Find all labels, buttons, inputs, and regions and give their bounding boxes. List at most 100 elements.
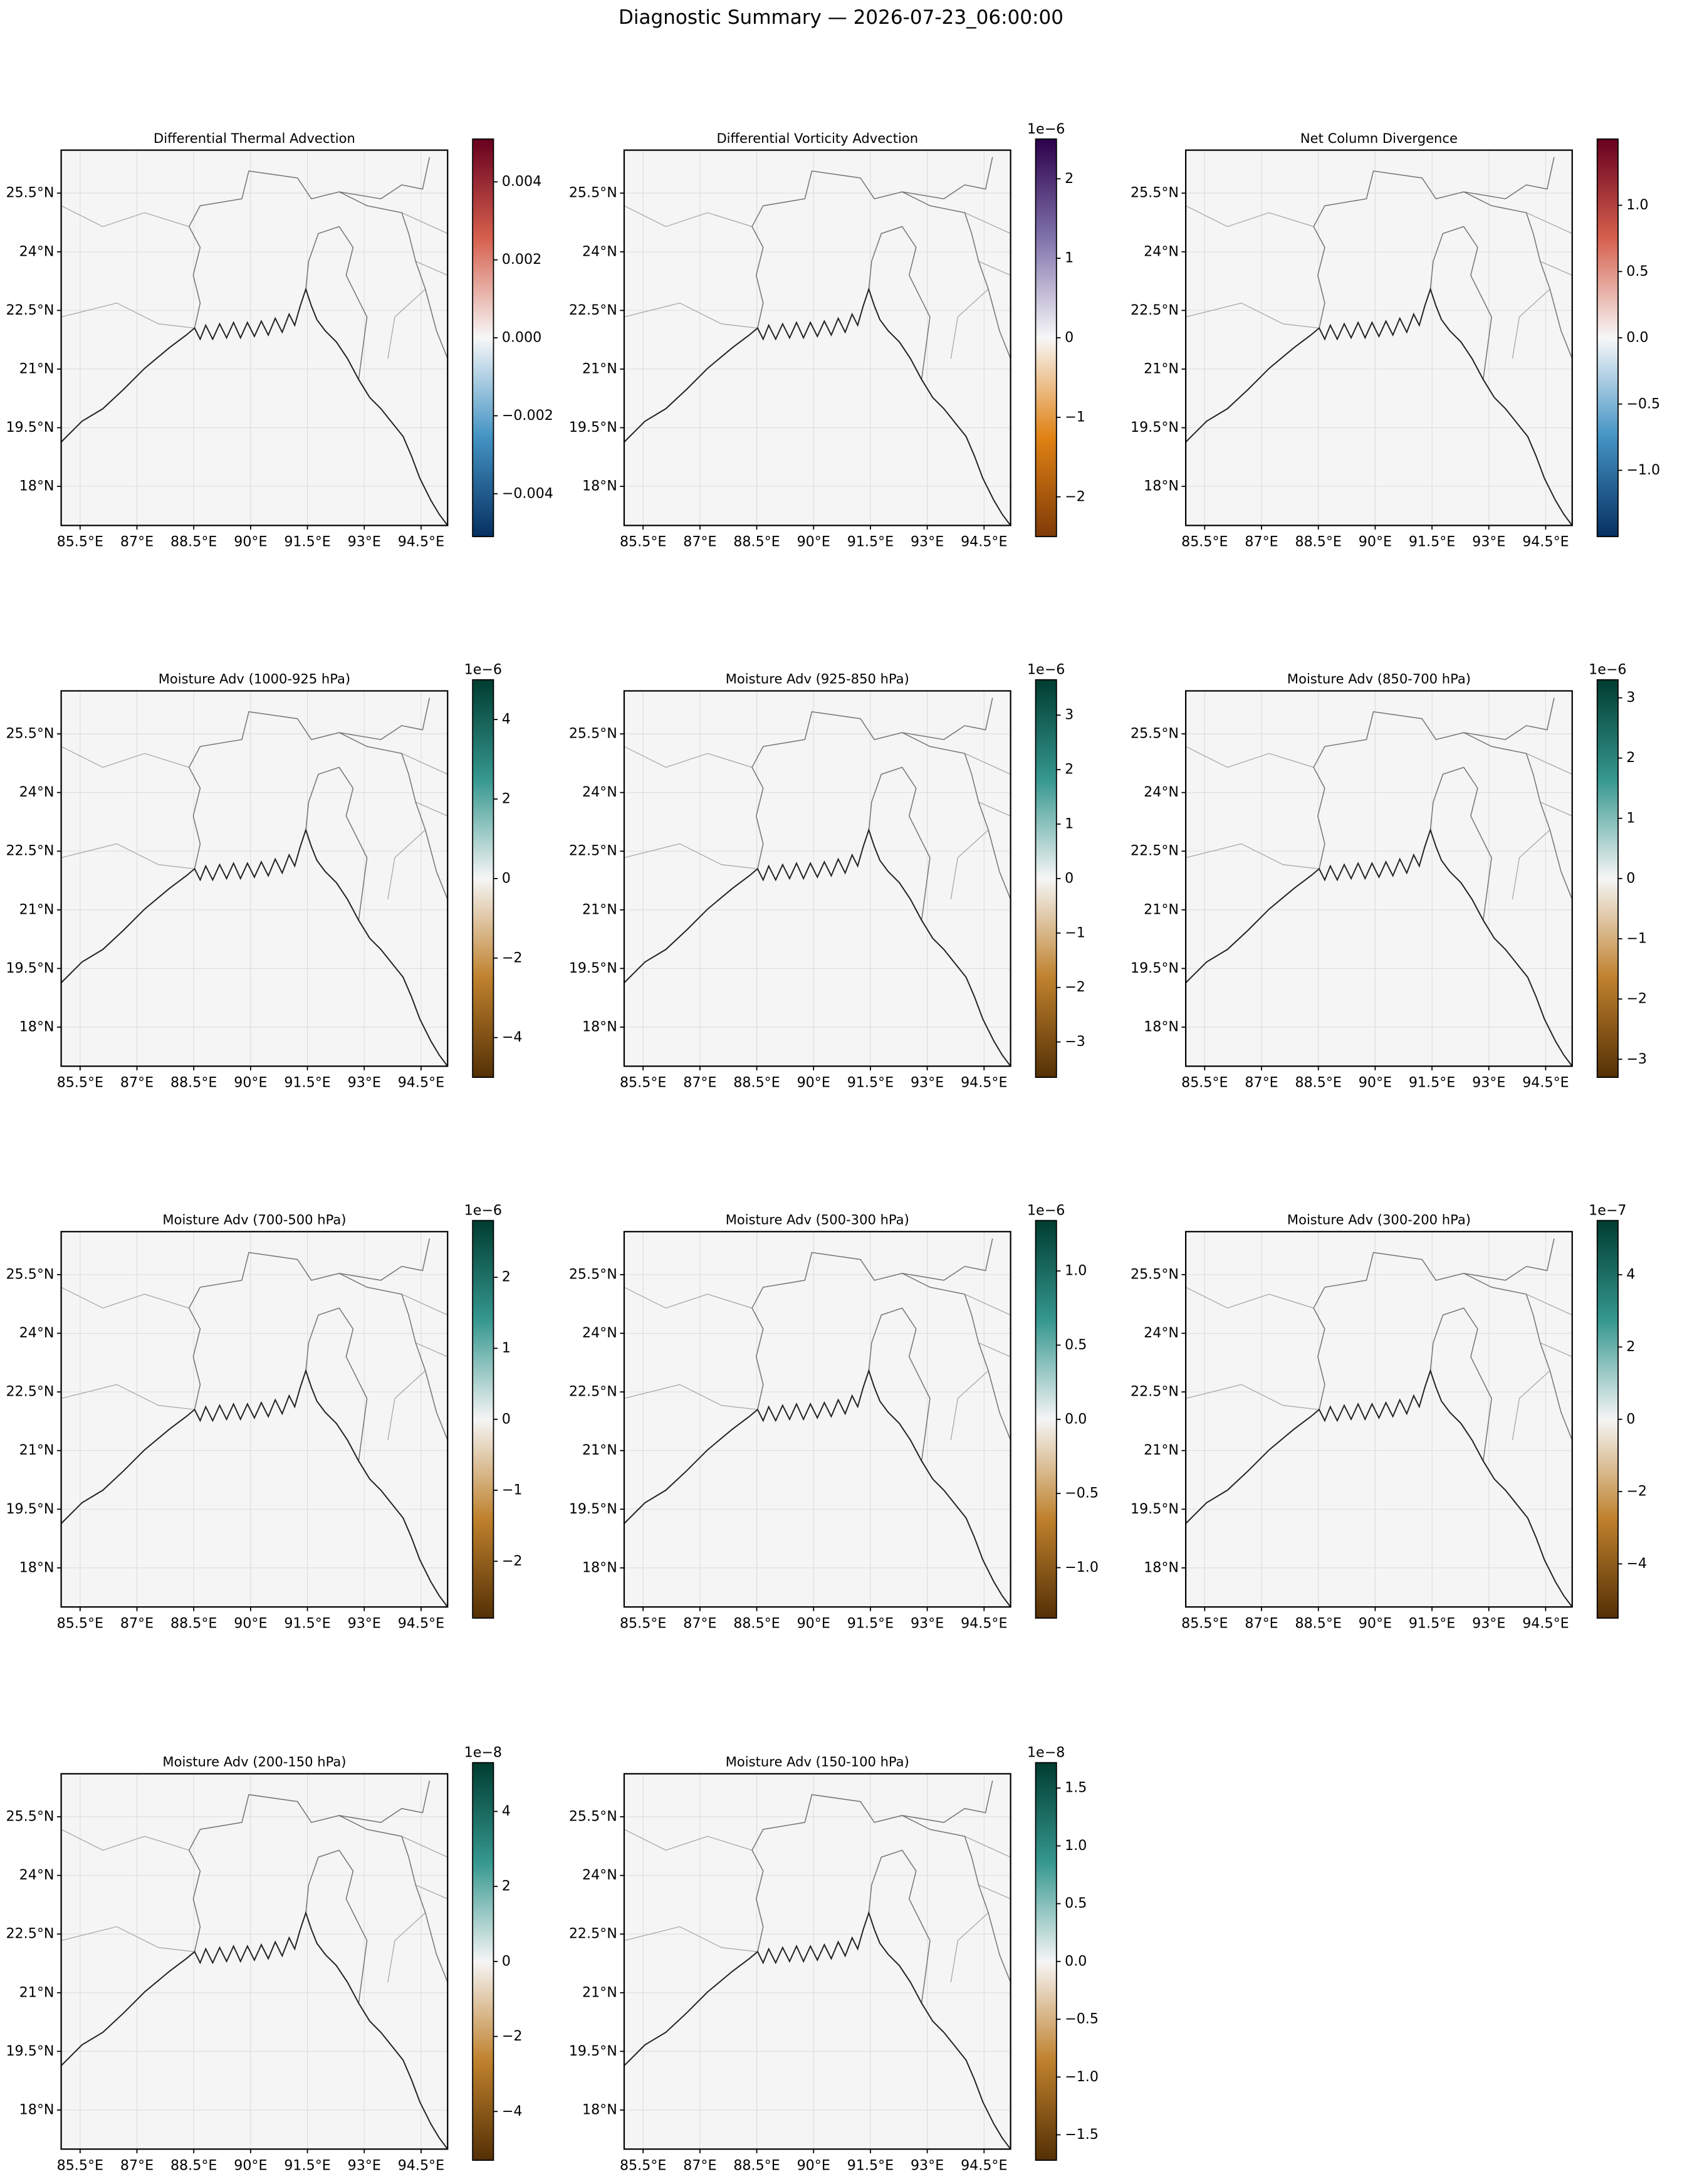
- colorbar: [472, 679, 494, 1078]
- colorbar-tick-label: 0.0: [1065, 1953, 1087, 1969]
- x-tick-label: 88.5°E: [1295, 1615, 1341, 1631]
- x-tick-label: 88.5°E: [1295, 1074, 1341, 1090]
- colorbar: [1035, 1220, 1057, 1619]
- panel-title: Moisture Adv (700-500 hPa): [162, 1212, 346, 1228]
- colorbar-tick-label: −0.5: [1626, 395, 1660, 412]
- x-tick-label: 90°E: [1359, 1074, 1392, 1090]
- colorbar-tick-label: 2: [502, 791, 511, 807]
- colorbar-tick-label: 2: [502, 1878, 511, 1894]
- colorbar-tick-label: −1: [1065, 924, 1085, 941]
- coastline: [624, 1911, 1011, 2150]
- colorbar-tick-label: 3: [1626, 689, 1635, 706]
- x-tick-label: 94.5°E: [1522, 1074, 1569, 1090]
- y-tick-label: 24°N: [582, 243, 617, 259]
- y-tick-label: 25.5°N: [6, 1266, 54, 1282]
- y-tick-label: 18°N: [19, 1559, 55, 1575]
- x-tick-label: 85.5°E: [620, 2157, 666, 2173]
- colorbar-tick-label: 0.5: [1065, 1895, 1087, 1911]
- x-tick-label: 90°E: [234, 2157, 267, 2173]
- x-tick-label: 93°E: [348, 534, 381, 550]
- y-tick-label: 24°N: [1144, 1325, 1179, 1341]
- x-tick-label: 85.5°E: [620, 534, 666, 550]
- colorbar-tick-label: −4: [1626, 1555, 1647, 1572]
- colorbar-tick-label: −1.0: [1065, 1559, 1099, 1575]
- y-tick-label: 19.5°N: [6, 960, 54, 976]
- y-tick-label: 19.5°N: [569, 419, 617, 436]
- panel-title: Moisture Adv (1000-925 hPa): [159, 671, 350, 687]
- y-tick-label: 19.5°N: [6, 2043, 54, 2059]
- panel: Moisture Adv (850-700 hPa) 85.5°E 87°E 88.5…: [1131, 662, 1647, 1091]
- x-tick-label: 93°E: [348, 1074, 381, 1090]
- coastline: [624, 287, 1011, 526]
- colorbar-tick-label: −2: [1065, 979, 1085, 995]
- colorbar-offset: 1e−6: [464, 662, 502, 678]
- colorbar-tick-label: 2: [1065, 761, 1073, 778]
- coastline: [60, 1368, 449, 1607]
- y-tick-label: 22.5°N: [6, 1384, 54, 1400]
- colorbar-tick-label: −2: [502, 949, 523, 966]
- colorbar-tick-label: −0.002: [502, 407, 553, 424]
- state-border: [61, 746, 448, 900]
- colorbar: [1596, 679, 1619, 1078]
- x-tick-label: 88.5°E: [733, 1615, 780, 1631]
- y-tick-label: 24°N: [19, 243, 55, 259]
- map-frame: [1185, 1231, 1573, 1608]
- panel-title: Moisture Adv (850-700 hPa): [1287, 671, 1471, 687]
- colorbar-offset: 1e−6: [1589, 662, 1626, 678]
- x-tick-label: 91.5°E: [284, 2157, 330, 2173]
- y-tick-label: 21°N: [1144, 1442, 1179, 1458]
- y-tick-label: 22.5°N: [1131, 843, 1179, 859]
- y-tick-label: 24°N: [19, 1325, 55, 1341]
- x-tick-label: 94.5°E: [1522, 1615, 1569, 1631]
- x-tick-label: 88.5°E: [170, 534, 217, 550]
- y-tick-label: 22.5°N: [569, 1926, 617, 1942]
- y-tick-label: 22.5°N: [569, 843, 617, 859]
- x-tick-label: 88.5°E: [733, 534, 780, 550]
- colorbar-tick-label: −0.004: [502, 485, 553, 501]
- colorbar: [1596, 1220, 1619, 1619]
- x-tick-label: 88.5°E: [170, 2157, 217, 2173]
- y-tick-label: 21°N: [19, 360, 55, 377]
- colorbar-tick-label: 0: [502, 1411, 511, 1427]
- y-tick-label: 18°N: [1144, 1018, 1179, 1035]
- map-frame: [60, 149, 449, 526]
- y-tick-label: 24°N: [582, 1867, 617, 1883]
- x-tick-label: 91.5°E: [1409, 1615, 1455, 1631]
- y-tick-label: 22.5°N: [6, 1926, 54, 1942]
- panel: Moisture Adv (200-150 hPa) 85.5°E 87°E 88.5…: [6, 1745, 522, 2174]
- x-tick-label: 93°E: [911, 1615, 944, 1631]
- colorbar-tick-label: −4: [502, 1029, 523, 1045]
- colorbar-tick-label: 0.0: [1065, 1411, 1087, 1427]
- x-tick-label: 94.5°E: [398, 1074, 444, 1090]
- y-tick-label: 18°N: [582, 478, 617, 494]
- x-tick-label: 91.5°E: [1409, 534, 1455, 550]
- colorbar-tick-label: 0.004: [502, 174, 541, 190]
- x-tick-label: 93°E: [348, 1615, 381, 1631]
- colorbar-tick-label: 1: [502, 1340, 511, 1356]
- panel: Differential Vorticity Advection 85.5°E 87…: [569, 121, 1085, 550]
- coastline: [624, 828, 1011, 1067]
- state-border: [624, 1287, 1011, 1441]
- y-tick-label: 18°N: [1144, 478, 1179, 494]
- x-tick-label: 93°E: [911, 1074, 944, 1090]
- x-tick-label: 85.5°E: [1181, 534, 1228, 550]
- x-tick-label: 94.5°E: [961, 1074, 1007, 1090]
- map-frame: [60, 1231, 449, 1608]
- panel-title: Moisture Adv (200-150 hPa): [162, 1754, 346, 1770]
- x-tick-label: 93°E: [911, 534, 944, 550]
- colorbar: [472, 138, 494, 538]
- y-tick-label: 19.5°N: [1131, 1501, 1179, 1517]
- colorbar-tick-label: 2: [1626, 1339, 1635, 1355]
- colorbar-offset: 1e−8: [464, 1745, 502, 1761]
- x-tick-label: 85.5°E: [620, 1615, 666, 1631]
- x-tick-label: 94.5°E: [1522, 534, 1569, 550]
- colorbar-tick-label: 4: [502, 1803, 511, 1819]
- colorbar-tick-label: 2: [502, 1269, 511, 1285]
- coastline: [60, 1911, 449, 2150]
- colorbar-tick-label: 0.5: [1065, 1337, 1087, 1353]
- y-tick-label: 25.5°N: [1131, 185, 1179, 201]
- country-border: [1313, 157, 1573, 380]
- x-tick-label: 85.5°E: [57, 1615, 103, 1631]
- panel: Net Column Divergence 85.5°E 87°E 88.5°E 90°…: [1131, 130, 1660, 550]
